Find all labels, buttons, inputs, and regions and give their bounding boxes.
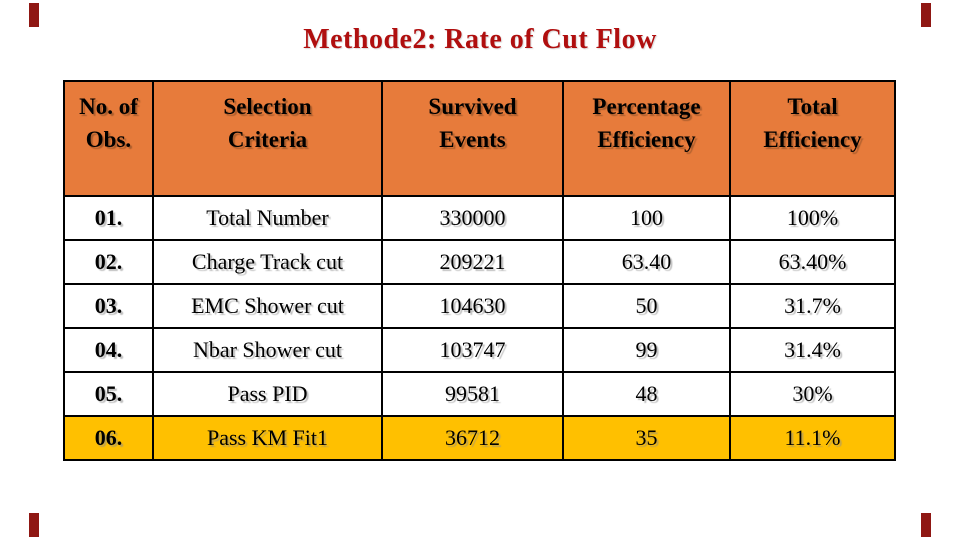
col-header-survived-events: Survived Events <box>381 80 564 197</box>
cell-obs-no: 06. <box>63 415 154 461</box>
cell-obs-no: 03. <box>63 283 154 329</box>
cell-percentage-efficiency: 48 <box>562 371 731 417</box>
cell-selection-criteria: Charge Track cut <box>152 239 383 285</box>
corner-accent-top-right <box>921 3 931 27</box>
corner-accent-bottom-left <box>29 513 39 537</box>
cell-obs-no: 01. <box>63 195 154 241</box>
corner-accent-bottom-right <box>921 513 931 537</box>
table-row-01: 01. Total Number 330000 100 100% <box>63 195 896 241</box>
col-header-no-of-obs: No. of Obs. <box>63 80 154 197</box>
cell-obs-no: 02. <box>63 239 154 285</box>
col-header-total-efficiency: Total Efficiency <box>729 80 896 197</box>
col-header-percentage-efficiency: Percentage Efficiency <box>562 80 731 197</box>
table-header: No. of Obs. Selection Criteria Survived … <box>63 80 896 197</box>
cell-total-efficiency: 63.40% <box>729 239 896 285</box>
cell-total-efficiency: 30% <box>729 371 896 417</box>
cell-selection-criteria: Pass KM Fit1 <box>152 415 383 461</box>
cell-selection-criteria: Pass PID <box>152 371 383 417</box>
cell-survived-events: 104630 <box>381 283 564 329</box>
table-body: 01. Total Number 330000 100 100% 02. Cha… <box>63 195 896 461</box>
cell-percentage-efficiency: 99 <box>562 327 731 373</box>
cell-total-efficiency: 11.1% <box>729 415 896 461</box>
slide-title: Methode2: Rate of Cut Flow <box>303 24 657 55</box>
cell-percentage-efficiency: 63.40 <box>562 239 731 285</box>
cell-selection-criteria: Nbar Shower cut <box>152 327 383 373</box>
cell-percentage-efficiency: 100 <box>562 195 731 241</box>
cell-survived-events: 36712 <box>381 415 564 461</box>
table-row-06-highlighted: 06. Pass KM Fit1 36712 35 11.1% <box>63 415 896 461</box>
header-row: No. of Obs. Selection Criteria Survived … <box>63 80 896 197</box>
corner-accent-top-left <box>29 3 39 27</box>
cell-selection-criteria: EMC Shower cut <box>152 283 383 329</box>
cell-survived-events: 103747 <box>381 327 564 373</box>
cell-selection-criteria: Total Number <box>152 195 383 241</box>
cell-percentage-efficiency: 35 <box>562 415 731 461</box>
col-header-selection-criteria: Selection Criteria <box>152 80 383 197</box>
table-row-02: 02. Charge Track cut 209221 63.40 63.40% <box>63 239 896 285</box>
cut-flow-table: No. of Obs. Selection Criteria Survived … <box>63 80 896 461</box>
cell-survived-events: 209221 <box>381 239 564 285</box>
table-row-04: 04. Nbar Shower cut 103747 99 31.4% <box>63 327 896 373</box>
cell-total-efficiency: 100% <box>729 195 896 241</box>
cell-percentage-efficiency: 50 <box>562 283 731 329</box>
cell-survived-events: 99581 <box>381 371 564 417</box>
cell-survived-events: 330000 <box>381 195 564 241</box>
cell-total-efficiency: 31.7% <box>729 283 896 329</box>
cell-obs-no: 04. <box>63 327 154 373</box>
cell-total-efficiency: 31.4% <box>729 327 896 373</box>
cell-obs-no: 05. <box>63 371 154 417</box>
table-row-05: 05. Pass PID 99581 48 30% <box>63 371 896 417</box>
table-row-03: 03. EMC Shower cut 104630 50 31.7% <box>63 283 896 329</box>
